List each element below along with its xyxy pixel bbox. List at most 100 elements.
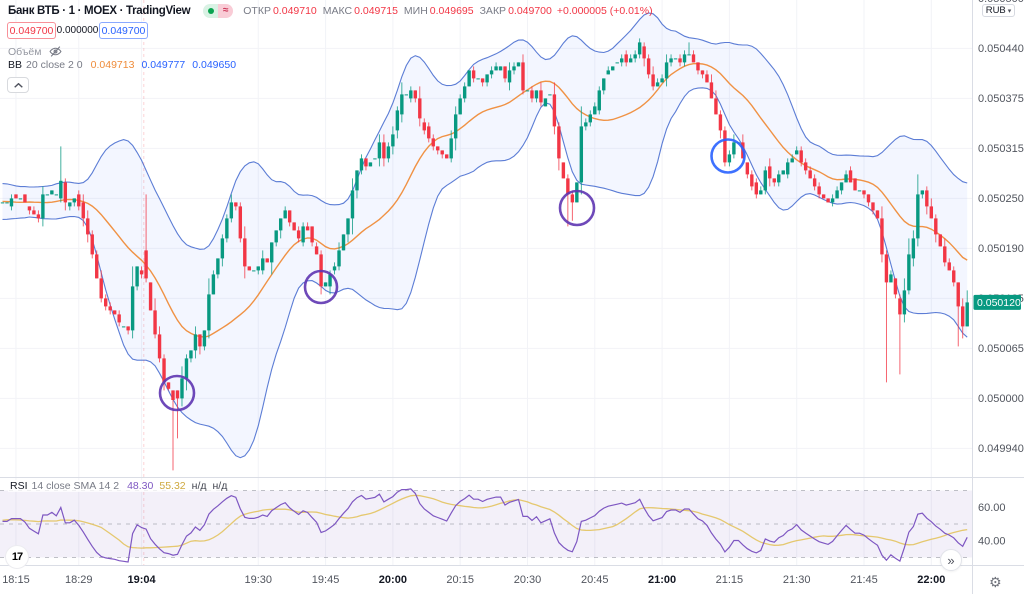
candle-body [292,222,296,231]
instant-trading-panel: 0.049700 0.000000 0.049700 [7,22,148,39]
candle-body [418,98,422,119]
candle-body [99,278,103,299]
candle-body [489,70,494,75]
buy-button[interactable]: 0.049700 [99,22,148,39]
candle-body [552,94,557,127]
candle-body [727,154,732,163]
candle-body [893,278,898,295]
candle-body [328,274,332,287]
currency-selector[interactable]: RUB ▾ [982,4,1015,17]
candle-body [862,190,866,195]
candle-body [247,266,251,271]
candle-body [193,334,198,351]
rsi-na-1: н/д [191,480,207,492]
time-axis-label: 21:00 [648,574,676,586]
double-chevron-right-icon: » [947,552,955,568]
candle-body [660,78,664,83]
candle-body [584,122,588,127]
candle-body [956,282,960,307]
candle-body [759,190,763,195]
sell-button[interactable]: 0.049700 [7,22,56,39]
candle-body [301,226,305,243]
candle-body [539,90,543,103]
close-label: ЗАКР [479,5,507,17]
annotation-circle [558,189,596,227]
rsi-params: 14 close SMA 14 2 [31,480,120,492]
candle-body [633,54,637,59]
candle-body [907,254,911,291]
rsi-axis-label: 60.00 [978,502,1006,514]
eye-off-icon[interactable] [49,45,63,58]
bb-legend[interactable]: BB 20 close 2 0 0.049713 0.049777 0.0496… [8,59,236,71]
candle-body [59,180,63,199]
candle-body [875,210,880,219]
price-axis-label: 0.050250 [978,193,1024,205]
candle-body [781,170,785,175]
price-axis-label: 0.050440 [978,43,1024,55]
candle-body [440,150,444,155]
candle-body [36,214,41,219]
candle-body [278,218,283,231]
candle-body [700,70,705,75]
tradingview-logo[interactable]: 17 [5,545,29,569]
candle-body [216,258,220,275]
low-label: МИН [403,5,428,17]
rsi-axis-label: 40.00 [978,535,1006,547]
candle-body [947,262,951,271]
candle-body [341,234,346,251]
candle-body [723,130,727,163]
candle-body [453,114,458,139]
symbol-title[interactable]: Банк ВТБ · 1 · MOEX · TradingView [8,5,191,17]
candle-body [0,202,5,204]
candle-body [148,282,153,311]
candle-body [714,98,718,115]
candle-body [238,206,243,239]
candle-body [561,162,566,179]
chart-legend-header: Банк ВТБ · 1 · MOEX · TradingView ≈ ОТКР… [8,4,653,18]
candle-body [637,42,642,55]
candle-body [81,202,85,219]
collapse-legend-button[interactable] [7,77,29,93]
candle-body [139,270,144,275]
rsi-ma-value: 55.32 [159,480,186,492]
rsi-legend[interactable]: RSI 14 close SMA 14 2 48.30 55.32 н/д н/… [8,480,230,492]
candle-body [848,170,853,183]
bb-upper-value: 0.049777 [141,59,186,71]
candle-body [404,94,409,96]
candle-body [624,54,628,63]
candle-body [346,218,350,235]
price-axis[interactable]: 0.050500 0.050440 0.050375 0.050315 0.050250… [978,0,1024,455]
candle-body [503,66,507,79]
rsi-line [2,488,968,563]
candle-body [283,210,287,219]
candle-body [902,290,907,315]
candle-body [220,238,225,259]
time-axis-settings[interactable]: ⚙ [989,574,1002,591]
chevron-down-icon: ▾ [1007,7,1012,15]
candle-body [202,330,207,347]
time-axis-label: 18:15 [2,574,30,586]
candle-body [77,194,81,207]
candle-body [207,294,211,331]
candle-body [880,218,884,255]
time-axis[interactable]: 18:15 18:29 19:04 19:30 19:45 20:00 20:15 20:30… [2,574,945,586]
candle-body [772,178,776,183]
candle-body [310,226,314,243]
candle-body [126,326,130,331]
time-axis-label: 18:29 [65,574,93,586]
spread-value: 0.000000 [56,25,99,36]
volume-legend[interactable]: Объём [8,45,63,58]
candle-body [400,94,404,115]
candle-body [803,162,808,171]
candle-body [287,210,292,223]
price-axis-label: 0.050315 [978,143,1024,155]
candle-body [777,174,781,183]
bb-name: BB [8,59,23,71]
candle-body [494,66,498,71]
candle-body [121,326,126,328]
expand-pane-button[interactable]: » [940,549,962,571]
low-value: 0.049695 [429,5,474,17]
market-status-pill[interactable]: ≈ [203,4,234,18]
candle-body [252,270,256,272]
